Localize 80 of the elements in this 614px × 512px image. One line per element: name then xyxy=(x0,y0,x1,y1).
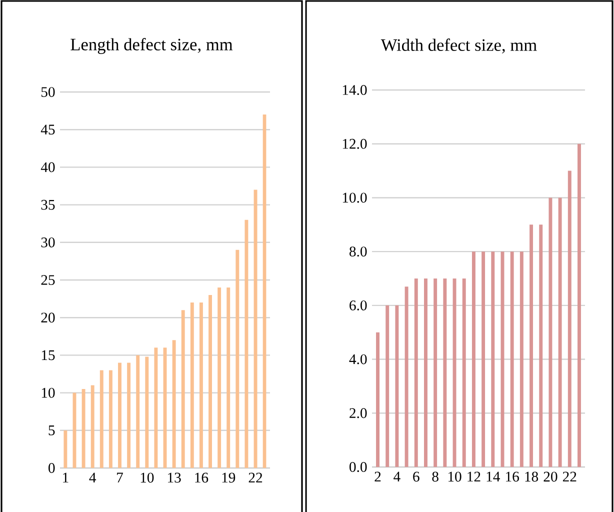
x-tick-label: 10 xyxy=(448,472,462,482)
bar xyxy=(404,286,408,467)
bar xyxy=(172,340,176,468)
y-tick-label: 10 xyxy=(42,388,55,398)
bar xyxy=(254,190,258,468)
x-tick-label: 1 xyxy=(63,472,68,482)
bar xyxy=(443,278,447,467)
bar xyxy=(244,220,248,468)
y-tick-label: 2.0 xyxy=(350,408,367,418)
x-tick-label: 2 xyxy=(374,472,381,482)
x-tick-label: 12 xyxy=(468,472,480,482)
bar xyxy=(218,288,222,468)
bar xyxy=(568,170,572,467)
x-tick-label: 16 xyxy=(195,472,208,483)
x-tick-label: 4 xyxy=(394,472,400,482)
bar xyxy=(578,144,581,467)
x-tick-label: 20 xyxy=(544,472,558,482)
bar xyxy=(199,302,203,468)
y-tick-label: 45 xyxy=(40,124,55,135)
bar xyxy=(482,252,486,467)
x-tick-label: 16 xyxy=(506,472,519,482)
bar xyxy=(376,332,380,467)
bar xyxy=(136,355,140,468)
bar xyxy=(530,224,534,467)
bar xyxy=(491,252,495,467)
bar xyxy=(82,389,86,468)
chart-title: Length defect size, mm xyxy=(70,38,233,54)
y-tick-label: 25 xyxy=(41,275,55,285)
bar xyxy=(414,278,418,467)
bar xyxy=(208,295,212,468)
x-tick-label: 8 xyxy=(432,472,438,482)
x-tick-label: 14 xyxy=(486,472,500,482)
y-tick-label: 35 xyxy=(41,200,55,210)
bar xyxy=(127,362,131,468)
bar xyxy=(510,252,514,467)
bar xyxy=(236,250,240,468)
y-tick-label: 50 xyxy=(41,87,55,97)
chart-title: Width defect size, mm xyxy=(380,38,537,54)
bar xyxy=(424,278,428,467)
bar xyxy=(154,348,158,468)
y-tick-label: 0.0 xyxy=(350,462,367,472)
x-tick-label: 13 xyxy=(168,472,181,483)
bar xyxy=(145,356,149,468)
bar xyxy=(181,310,185,468)
bar xyxy=(108,370,112,468)
bar xyxy=(226,288,230,468)
bar xyxy=(462,278,466,467)
bar xyxy=(386,305,390,467)
bar xyxy=(395,305,399,467)
y-tick-label: 0 xyxy=(48,463,55,473)
y-tick-label: 30 xyxy=(41,237,55,248)
x-tick-label: 22 xyxy=(248,472,262,482)
x-tick-label: 4 xyxy=(89,472,96,482)
y-tick-label: 6.0 xyxy=(350,300,367,310)
bar xyxy=(558,198,562,467)
y-tick-label: 40 xyxy=(40,162,55,172)
bar xyxy=(190,302,194,468)
bar xyxy=(434,278,438,467)
bar xyxy=(64,430,68,468)
y-tick-label: 5 xyxy=(48,426,55,436)
bar xyxy=(520,252,524,467)
y-tick-label: 20 xyxy=(41,312,55,323)
bar xyxy=(548,198,552,467)
y-tick-label: 4.0 xyxy=(349,354,367,364)
x-tick-label: 7 xyxy=(117,472,123,482)
y-tick-label: 12.0 xyxy=(342,138,367,149)
x-tick-label: 22 xyxy=(562,472,576,482)
x-tick-label: 19 xyxy=(222,472,236,483)
bar xyxy=(539,224,543,467)
bar xyxy=(472,252,476,467)
y-tick-label: 14.0 xyxy=(342,85,367,95)
x-tick-label: 6 xyxy=(413,472,420,482)
x-tick-label: 10 xyxy=(140,472,154,483)
y-tick-label: 10.0 xyxy=(342,192,367,203)
x-tick-label: 18 xyxy=(525,472,538,482)
y-tick-label: 8.0 xyxy=(350,246,367,257)
bar xyxy=(90,385,94,468)
bar xyxy=(100,370,104,468)
bar xyxy=(118,362,122,468)
y-tick-label: 15 xyxy=(42,350,55,360)
